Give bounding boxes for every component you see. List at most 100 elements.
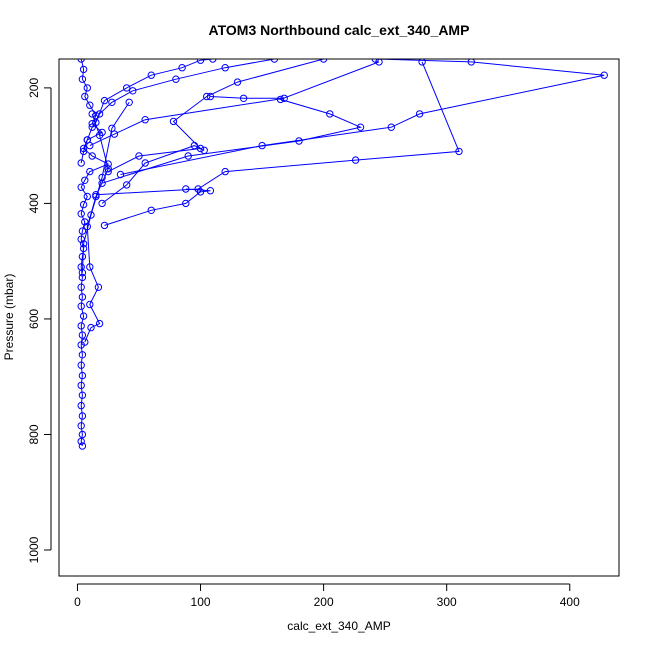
y-tick-label: 800	[27, 424, 41, 444]
data-point	[81, 176, 89, 185]
plot-area	[77, 59, 608, 450]
data-point	[125, 98, 133, 107]
data-point	[221, 64, 229, 72]
data-point	[79, 65, 88, 74]
data-point	[100, 96, 109, 105]
data-point	[78, 293, 87, 301]
data-point	[600, 71, 608, 79]
series-line-2	[80, 59, 275, 164]
data-point	[184, 152, 192, 160]
data-point	[233, 78, 242, 86]
y-axis-label: Pressure (mbar)	[2, 274, 16, 361]
data-point	[467, 59, 475, 66]
data-point	[79, 312, 88, 320]
x-tick-label: 300	[437, 595, 457, 609]
data-point	[77, 422, 85, 430]
data-point	[375, 59, 383, 66]
data-point	[94, 283, 103, 291]
data-point	[77, 302, 85, 310]
data-point	[104, 165, 112, 173]
data-point	[88, 123, 96, 131]
data-point	[98, 173, 106, 182]
data-point	[200, 146, 208, 155]
data-point	[95, 319, 104, 328]
data-point	[415, 110, 424, 118]
data-point	[77, 210, 85, 218]
data-point	[182, 199, 190, 208]
data-point	[387, 123, 395, 131]
data-point	[169, 117, 178, 126]
data-point	[87, 323, 95, 332]
data-point	[98, 179, 106, 187]
data-point	[418, 59, 426, 66]
y-tick-label: 600	[27, 309, 41, 329]
data-point	[88, 152, 96, 160]
data-point	[371, 59, 379, 63]
data-point	[87, 211, 95, 219]
data-point	[196, 188, 205, 196]
data-point	[190, 141, 199, 150]
data-point	[108, 124, 116, 133]
data-point	[141, 159, 149, 167]
series-line-7	[89, 96, 285, 147]
data-point	[147, 206, 156, 215]
data-point	[78, 75, 87, 83]
data-point	[77, 183, 85, 191]
data-point	[86, 141, 94, 150]
data-point	[172, 75, 180, 83]
data-point	[79, 147, 88, 156]
data-point	[319, 59, 328, 63]
data-point	[280, 94, 288, 103]
data-point	[123, 181, 131, 189]
data-point	[95, 110, 104, 118]
data-point	[351, 156, 360, 164]
series-line-1	[80, 59, 110, 447]
series-line-9	[104, 188, 211, 226]
x-tick-label: 200	[314, 595, 334, 609]
series-line-5	[101, 61, 380, 184]
x-axis-label: calc_ext_340_AMP	[287, 619, 390, 633]
x-axis: 0 100 200 300 400	[74, 583, 580, 609]
data-point	[141, 116, 149, 124]
data-point	[78, 331, 87, 339]
data-point	[78, 442, 87, 450]
data-point	[77, 437, 85, 446]
data-point	[196, 59, 205, 64]
data-point	[270, 59, 279, 63]
data-point	[77, 59, 85, 63]
data-point	[79, 240, 88, 248]
series-line-4	[120, 59, 605, 175]
data-point	[326, 110, 334, 118]
data-point	[100, 221, 109, 230]
data-point	[83, 192, 92, 201]
series-line-3	[107, 59, 324, 173]
series-line-6	[95, 61, 460, 196]
data-point	[108, 98, 116, 107]
data-point	[86, 300, 94, 309]
data-point	[78, 351, 87, 359]
data-point	[77, 263, 85, 271]
data-point	[86, 101, 94, 109]
x-tick-label: 100	[191, 595, 211, 609]
series-line-12	[95, 59, 213, 123]
data-point	[77, 381, 85, 390]
y-tick-label: 400	[27, 193, 41, 213]
x-tick-label: 0	[74, 595, 81, 609]
data-point	[79, 200, 88, 209]
data-point	[78, 412, 87, 420]
data-point	[239, 94, 248, 103]
data-point	[78, 273, 87, 282]
data-point	[147, 71, 156, 79]
data-point	[178, 64, 186, 72]
data-point	[221, 167, 229, 176]
data-point	[81, 338, 89, 346]
data-point	[78, 391, 87, 399]
plot-frame	[58, 58, 620, 577]
data-point	[123, 84, 131, 92]
chart-title: ATOM3 Northbound calc_ext_340_AMP	[209, 22, 470, 38]
data-point	[182, 185, 190, 193]
data-point	[77, 401, 85, 410]
data-point	[356, 123, 365, 131]
data-point	[86, 263, 94, 271]
data-point	[77, 361, 85, 369]
